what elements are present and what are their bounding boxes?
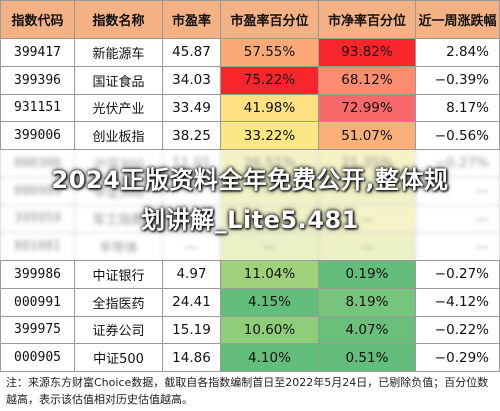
header-weekly-change: 近一周涨跌幅 <box>415 0 500 39</box>
header-pe: 市盈率 <box>162 0 221 39</box>
overlay-title: 2024正版资料全年免费公开,整体规划讲解_Lite5.481 <box>51 166 449 234</box>
row-code-cell: 931151 <box>0 93 75 123</box>
row-name-cell: 创业板指 <box>74 121 163 150</box>
row-pe-percentile-cell: 10.60% <box>220 315 319 345</box>
row-weekly-change-cell: 2.84% <box>415 38 500 67</box>
row-weekly-change-cell: −4.12% <box>415 287 500 317</box>
row-pb-percentile-cell: 4.07% <box>318 315 416 345</box>
row-pb-percentile-cell: 0.19% <box>318 260 416 289</box>
footnote: 注：来源东方财富Choice数据，截取自各指数编制首日至2022年5月24日，已… <box>6 376 489 406</box>
watermark-band <box>0 150 500 260</box>
row-name-cell: 全指医药 <box>74 287 163 317</box>
row-code-cell: 399975 <box>0 315 75 345</box>
row-pb-percentile-cell: 72.99% <box>318 93 416 123</box>
row-weekly-change-cell: −0.22% <box>415 315 500 345</box>
row-pe-percentile-cell: 4.10% <box>220 343 319 372</box>
row-code-cell: 399417 <box>0 38 75 67</box>
header-name: 指数名称 <box>74 0 163 39</box>
row-pe-percentile-cell: 33.22% <box>220 121 319 150</box>
row-code-cell: 399986 <box>0 260 75 289</box>
table-row: 931151 光伏产业 33.49 41.98% 72.99% 8.17% <box>0 93 500 123</box>
header-pe-percentile: 市盈率百分位 <box>220 0 319 39</box>
row-name-cell: 国证食品 <box>74 65 163 95</box>
row-pb-percentile-cell: 68.12% <box>318 65 416 95</box>
row-pe-cell: 34.03 <box>162 65 221 95</box>
row-name-cell: 中证银行 <box>74 260 163 289</box>
row-name-cell: 证券公司 <box>74 315 163 345</box>
row-pb-percentile-cell: 0.51% <box>318 343 416 372</box>
table-header-row: 指数代码 指数名称 市盈率 市盈率百分位 市净率百分位 近一周涨跌幅 <box>0 0 500 39</box>
table-row: 399986 中证银行 4.97 11.04% 0.19% −0.27% <box>0 260 500 289</box>
row-weekly-change-cell: −0.29% <box>415 343 500 372</box>
row-pe-cell: 33.49 <box>162 93 221 123</box>
row-pe-cell: 24.41 <box>162 287 221 317</box>
row-code-cell: 399006 <box>0 121 75 150</box>
row-weekly-change-cell: −0.56% <box>415 121 500 150</box>
row-pe-cell: 4.97 <box>162 260 221 289</box>
table-row: 399417 新能源车 45.87 57.55% 93.82% 2.84% <box>0 38 500 67</box>
row-name-cell: 中证500 <box>74 343 163 372</box>
row-pb-percentile-cell: 8.19% <box>318 287 416 317</box>
row-pe-percentile-cell: 57.55% <box>220 38 319 67</box>
row-pe-percentile-cell: 41.98% <box>220 93 319 123</box>
row-pe-cell: 15.19 <box>162 315 221 345</box>
header-pb-percentile: 市净率百分位 <box>318 0 416 39</box>
table-row: 000905 中证500 14.86 4.10% 0.51% −0.29% <box>0 343 500 372</box>
table-row: 399975 证券公司 15.19 10.60% 4.07% −0.22% <box>0 315 500 345</box>
table-row: 399396 国证食品 34.03 75.22% 68.12% −0.39% <box>0 65 500 95</box>
row-pe-percentile-cell: 4.15% <box>220 287 319 317</box>
row-name-cell: 光伏产业 <box>74 93 163 123</box>
header-code: 指数代码 <box>0 0 75 39</box>
row-weekly-change-cell: −0.27% <box>415 260 500 289</box>
row-pe-cell: 14.86 <box>162 343 221 372</box>
row-pe-cell: 38.25 <box>162 121 221 150</box>
row-code-cell: 399396 <box>0 65 75 95</box>
row-name-cell: 新能源车 <box>74 38 163 67</box>
row-pe-percentile-cell: 11.04% <box>220 260 319 289</box>
row-pb-percentile-cell: 51.07% <box>318 121 416 150</box>
row-weekly-change-cell: −0.39% <box>415 65 500 95</box>
row-code-cell: 000905 <box>0 343 75 372</box>
table-row: 000991 全指医药 24.41 4.15% 8.19% −4.12% <box>0 287 500 317</box>
row-pe-percentile-cell: 75.22% <box>220 65 319 95</box>
row-pe-cell: 45.87 <box>162 38 221 67</box>
row-weekly-change-cell: 8.17% <box>415 93 500 123</box>
row-pb-percentile-cell: 93.82% <box>318 38 416 67</box>
row-code-cell: 000991 <box>0 287 75 317</box>
table-row: 399006 创业板指 38.25 33.22% 51.07% −0.56% <box>0 121 500 150</box>
